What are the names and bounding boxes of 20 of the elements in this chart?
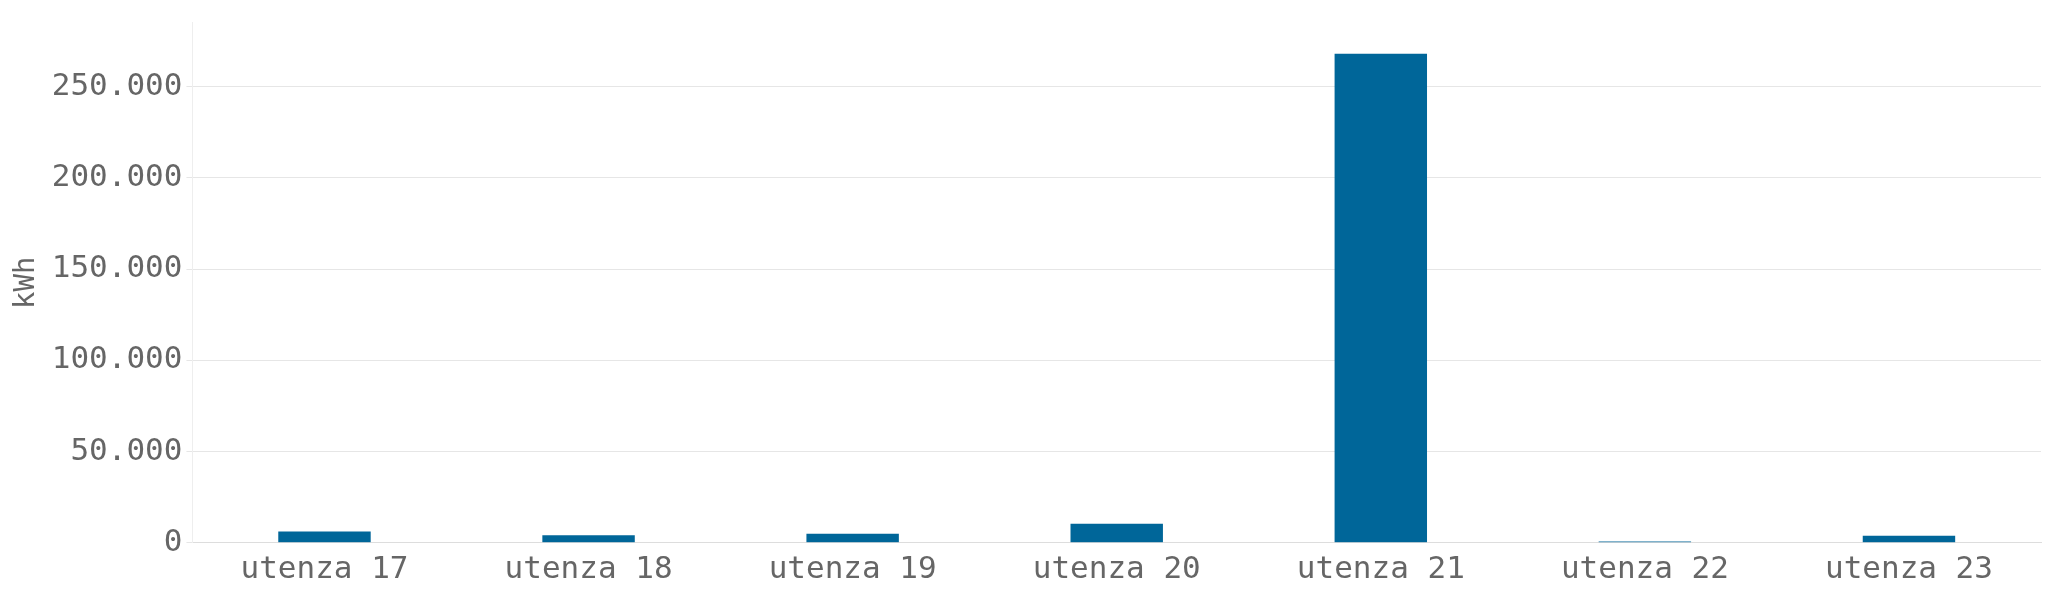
x-tick-label: utenza 21 (1296, 549, 1465, 586)
y-tick-label: 0 (163, 521, 183, 558)
x-tick-label: utenza 19 (768, 549, 937, 586)
x-tick-label: utenza 18 (504, 549, 673, 586)
y-tick-label: 150.000 (51, 248, 183, 285)
x-tick-label: utenza 17 (240, 549, 409, 586)
y-tick-label: 250.000 (51, 65, 183, 102)
bar (806, 533, 899, 543)
y-axis-title: kWh (6, 256, 41, 309)
x-tick-label: utenza 23 (1824, 549, 1993, 586)
y-tick-label: 100.000 (51, 339, 183, 376)
bar (542, 535, 635, 543)
y-tick-label: 200.000 (51, 156, 183, 193)
x-tick-label: utenza 20 (1032, 549, 1201, 586)
x-tick-label: utenza 22 (1560, 549, 1729, 586)
y-tick-label: 50.000 (70, 430, 183, 467)
bar (1334, 53, 1428, 543)
bar (278, 531, 371, 543)
bar (1862, 535, 1956, 543)
bar (1070, 523, 1163, 543)
